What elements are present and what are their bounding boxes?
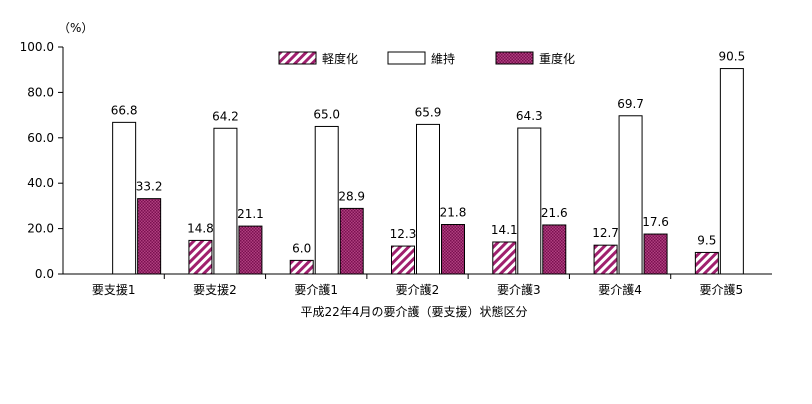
legend-label-iji: 維持 [431,51,455,66]
data-label: 64.2 [212,109,239,123]
bar-judo [137,198,162,275]
data-label: 64.3 [516,109,543,123]
legend-swatch-iji [387,51,426,65]
data-label: 69.7 [617,97,644,111]
bar-iji [213,127,238,275]
bar-judo [542,224,567,275]
x-axis-title: 平成22年4月の要介護（要支援）状態区分 [301,304,528,319]
bar-iji [314,125,339,275]
y-tick-label: 40.0 [27,176,54,190]
legend-swatch-judo [495,51,534,65]
y-tick-label: 80.0 [27,85,54,99]
data-label: 21.8 [440,206,467,220]
bar-keido [492,241,517,275]
bar-judo [339,207,364,275]
bar-judo [643,233,668,275]
data-label: 33.2 [136,180,163,194]
legend-label-keido: 軽度化 [322,51,358,66]
data-label: 21.1 [237,207,264,221]
legend: 軽度化 維持 重度化 [278,51,575,66]
bar-iji [618,115,643,275]
bar-judo [441,224,465,275]
bar-judo [238,225,263,275]
data-label: 66.8 [111,103,138,117]
bar-iji [112,121,137,275]
data-label: 17.6 [642,215,669,229]
bar-iji [719,68,744,275]
x-tick-label: 要介護2 [396,282,440,297]
data-label: 65.0 [313,107,340,121]
bar-keido [593,244,618,275]
y-axis: 0.0 20.0 40.0 60.0 80.0 100.0 [20,40,64,281]
legend-swatch-keido [278,51,317,65]
data-label: 90.5 [718,50,745,64]
data-label: 65.9 [415,105,442,119]
bar-iji [416,123,440,275]
data-label: 21.6 [541,206,568,220]
legend-label-judo: 重度化 [539,51,575,66]
y-tick-label: 60.0 [27,131,54,145]
x-tick-label: 要支援2 [193,283,237,297]
x-tick-label: 要介護1 [294,282,338,297]
data-labels: 66.8 33.2 14.8 64.2 21.1 6.0 65.0 28.9 12.3 65.9 2… [111,50,745,256]
data-label: 6.0 [292,241,311,255]
x-axis: 要支援1 要支援2 要介護1 要介護2 要介護3 要介護4 要介護5 [63,273,772,297]
y-tick-label: 0.0 [35,267,54,281]
data-label: 28.9 [338,189,365,203]
y-unit-label: （%） [58,21,93,35]
x-tick-label: 要介護5 [700,282,744,297]
data-label: 9.5 [697,233,716,247]
x-tick-label: 要介護4 [598,282,642,297]
bar-keido [289,259,314,275]
data-label: 14.1 [491,223,518,237]
bar-keido [188,239,213,275]
bar-keido [391,245,415,275]
data-label: 12.3 [390,227,417,241]
data-label: 14.8 [187,221,214,235]
y-tick-label: 100.0 [20,40,54,54]
bars [112,68,744,275]
x-tick-label: 要介護3 [497,282,541,297]
y-tick-label: 20.0 [27,222,54,236]
bar-iji [517,127,542,275]
data-label: 12.7 [592,226,619,240]
bar-keido [694,251,719,275]
x-tick-label: 要支援1 [92,283,136,297]
